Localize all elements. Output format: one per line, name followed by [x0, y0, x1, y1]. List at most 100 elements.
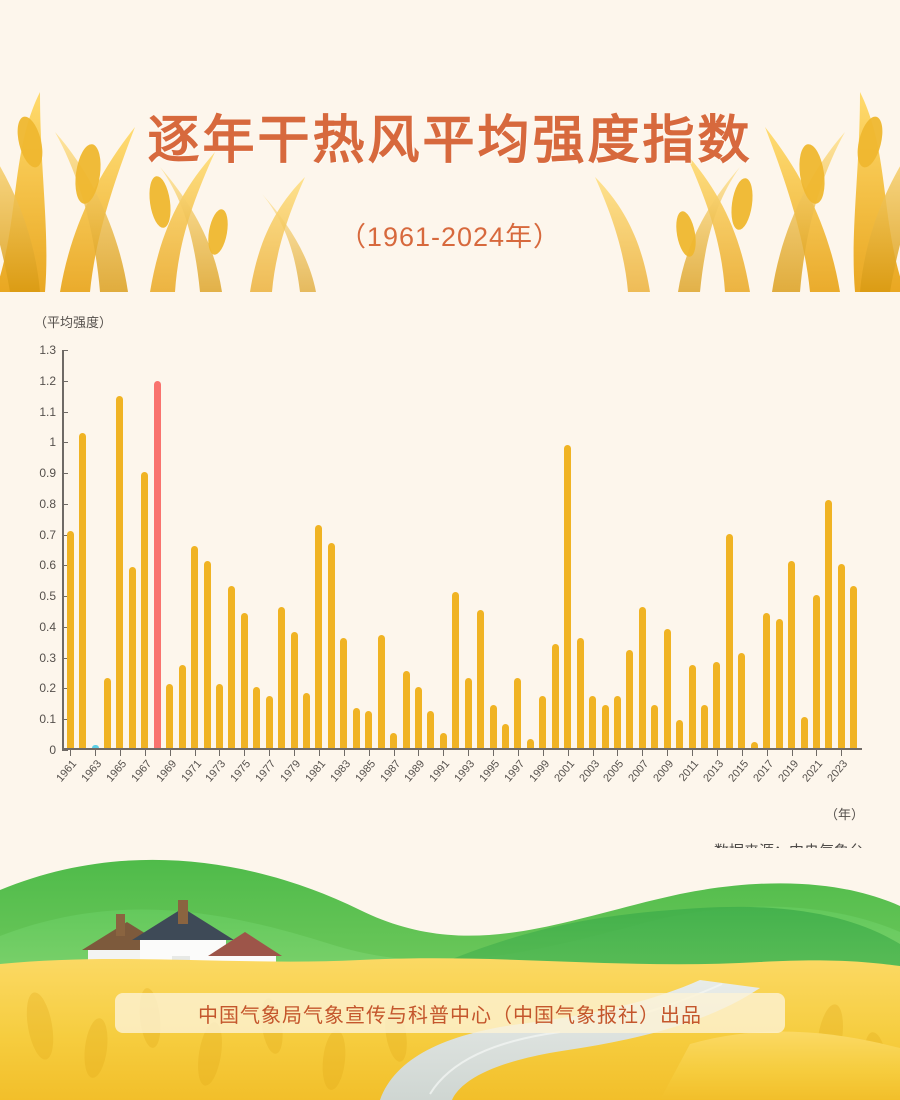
- bar[interactable]: [725, 533, 733, 748]
- bar[interactable]: [837, 564, 845, 748]
- bar[interactable]: [651, 705, 659, 748]
- bar-slot[interactable]: [76, 350, 88, 748]
- bar[interactable]: [526, 738, 534, 748]
- bar[interactable]: [191, 545, 199, 748]
- bar[interactable]: [116, 395, 124, 748]
- bar-slot[interactable]: [64, 350, 76, 748]
- bar[interactable]: [551, 643, 559, 748]
- bar[interactable]: [327, 542, 335, 748]
- bar-slot[interactable]: [574, 350, 586, 748]
- bar-slot[interactable]: [387, 350, 399, 748]
- bar-slot[interactable]: [711, 350, 723, 748]
- bar[interactable]: [688, 665, 696, 748]
- bar[interactable]: [514, 677, 522, 748]
- bar-slot[interactable]: [798, 350, 810, 748]
- bar-slot[interactable]: [425, 350, 437, 748]
- bar-slot[interactable]: [89, 350, 101, 748]
- bar[interactable]: [178, 665, 186, 748]
- bar-slot[interactable]: [164, 350, 176, 748]
- bar-slot[interactable]: [835, 350, 847, 748]
- bar[interactable]: [676, 720, 684, 748]
- bar[interactable]: [91, 744, 99, 748]
- bar[interactable]: [750, 741, 758, 748]
- bar-slot[interactable]: [300, 350, 312, 748]
- bar-slot[interactable]: [114, 350, 126, 748]
- bar-slot[interactable]: [512, 350, 524, 748]
- bar[interactable]: [66, 530, 74, 748]
- bar-slot[interactable]: [736, 350, 748, 748]
- bar[interactable]: [240, 613, 248, 748]
- bar-slot[interactable]: [213, 350, 225, 748]
- bar-slot[interactable]: [586, 350, 598, 748]
- bar[interactable]: [825, 500, 833, 748]
- bar[interactable]: [265, 695, 273, 748]
- bar-slot[interactable]: [263, 350, 275, 748]
- bar-slot[interactable]: [151, 350, 163, 748]
- bar-slot[interactable]: [785, 350, 797, 748]
- bar-slot[interactable]: [288, 350, 300, 748]
- bar-slot[interactable]: [599, 350, 611, 748]
- bar-slot[interactable]: [723, 350, 735, 748]
- bar[interactable]: [79, 432, 87, 748]
- bar[interactable]: [601, 705, 609, 748]
- bar[interactable]: [439, 732, 447, 748]
- bar-slot[interactable]: [487, 350, 499, 748]
- bar-slot[interactable]: [549, 350, 561, 748]
- bar[interactable]: [638, 607, 646, 748]
- bar-slot[interactable]: [412, 350, 424, 748]
- bar[interactable]: [203, 561, 211, 748]
- bar-slot[interactable]: [188, 350, 200, 748]
- bar-slot[interactable]: [611, 350, 623, 748]
- bar[interactable]: [775, 619, 783, 748]
- bar-slot[interactable]: [201, 350, 213, 748]
- bar[interactable]: [253, 686, 261, 748]
- bar[interactable]: [800, 717, 808, 748]
- bar[interactable]: [352, 708, 360, 748]
- bar[interactable]: [701, 705, 709, 748]
- bar-slot[interactable]: [624, 350, 636, 748]
- bar[interactable]: [340, 637, 348, 748]
- bar[interactable]: [315, 524, 323, 748]
- bar-slot[interactable]: [226, 350, 238, 748]
- bar-slot[interactable]: [450, 350, 462, 748]
- bar-slot[interactable]: [673, 350, 685, 748]
- bar[interactable]: [166, 683, 174, 748]
- bar[interactable]: [502, 723, 510, 748]
- bar-slot[interactable]: [126, 350, 138, 748]
- bar[interactable]: [576, 637, 584, 748]
- bar-slot[interactable]: [238, 350, 250, 748]
- bar[interactable]: [228, 585, 236, 748]
- bar-slot[interactable]: [350, 350, 362, 748]
- bar-slot[interactable]: [748, 350, 760, 748]
- bar-slot[interactable]: [338, 350, 350, 748]
- bar-slot[interactable]: [325, 350, 337, 748]
- bar[interactable]: [215, 683, 223, 748]
- bar[interactable]: [390, 732, 398, 748]
- bar[interactable]: [564, 444, 572, 748]
- bar-slot[interactable]: [275, 350, 287, 748]
- bar[interactable]: [452, 591, 460, 748]
- bar-slot[interactable]: [101, 350, 113, 748]
- bar[interactable]: [812, 594, 820, 748]
- bar[interactable]: [788, 561, 796, 748]
- bar[interactable]: [850, 585, 858, 748]
- bar-slot[interactable]: [661, 350, 673, 748]
- bar[interactable]: [365, 711, 373, 748]
- bar[interactable]: [663, 628, 671, 748]
- bar-slot[interactable]: [686, 350, 698, 748]
- bar[interactable]: [402, 671, 410, 748]
- bar-slot[interactable]: [698, 350, 710, 748]
- bar-slot[interactable]: [313, 350, 325, 748]
- bar[interactable]: [427, 711, 435, 748]
- bar-slot[interactable]: [848, 350, 860, 748]
- bar[interactable]: [290, 631, 298, 748]
- bar[interactable]: [414, 686, 422, 748]
- bar[interactable]: [278, 607, 286, 748]
- bar-slot[interactable]: [524, 350, 536, 748]
- bar[interactable]: [464, 677, 472, 748]
- bar-slot[interactable]: [375, 350, 387, 748]
- bar[interactable]: [626, 650, 634, 748]
- bar-slot[interactable]: [649, 350, 661, 748]
- bar-slot[interactable]: [761, 350, 773, 748]
- bar[interactable]: [489, 705, 497, 748]
